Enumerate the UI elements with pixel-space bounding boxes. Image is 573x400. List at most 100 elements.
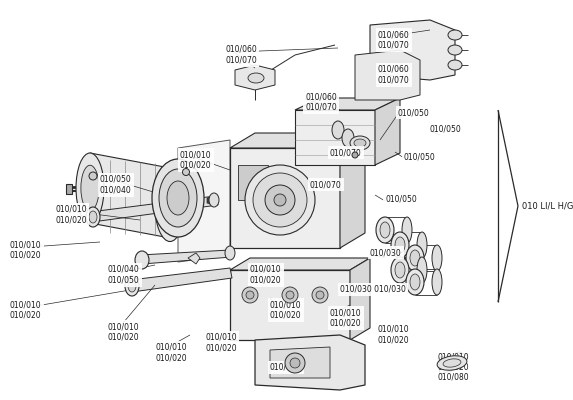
Ellipse shape: [159, 169, 197, 227]
Polygon shape: [295, 98, 400, 110]
Ellipse shape: [432, 269, 442, 295]
Text: 010/050: 010/050: [404, 152, 435, 161]
Ellipse shape: [167, 181, 189, 215]
Ellipse shape: [376, 217, 394, 243]
Ellipse shape: [437, 356, 467, 370]
Polygon shape: [370, 20, 455, 80]
Ellipse shape: [395, 237, 405, 253]
Text: 010/070: 010/070: [330, 148, 362, 157]
Polygon shape: [350, 258, 370, 340]
Ellipse shape: [125, 276, 139, 296]
Text: 010/010
010/020: 010/010 010/020: [180, 150, 211, 170]
Text: 010/030 010/030: 010/030 010/030: [340, 285, 406, 294]
Ellipse shape: [248, 73, 264, 83]
Polygon shape: [355, 50, 420, 100]
Polygon shape: [255, 335, 365, 390]
Polygon shape: [340, 133, 365, 248]
Ellipse shape: [402, 217, 412, 243]
Ellipse shape: [391, 232, 409, 258]
Ellipse shape: [89, 211, 97, 223]
Polygon shape: [178, 140, 230, 262]
Text: 010/070: 010/070: [310, 180, 342, 189]
Ellipse shape: [443, 359, 461, 367]
Ellipse shape: [245, 165, 315, 235]
Circle shape: [286, 291, 294, 299]
Ellipse shape: [342, 129, 354, 147]
Ellipse shape: [406, 269, 424, 295]
Circle shape: [285, 353, 305, 373]
Ellipse shape: [265, 185, 295, 215]
Circle shape: [282, 287, 298, 303]
Ellipse shape: [354, 139, 366, 147]
Ellipse shape: [410, 250, 420, 266]
Ellipse shape: [135, 251, 149, 269]
Text: 010/010: 010/010: [270, 363, 301, 372]
Text: 010/030: 010/030: [370, 248, 402, 257]
Ellipse shape: [81, 165, 99, 211]
Ellipse shape: [417, 232, 427, 258]
Text: 010/010
010/020: 010/010 010/020: [250, 265, 281, 284]
Text: 010/010
010/020: 010/010 010/020: [55, 205, 87, 224]
Circle shape: [246, 291, 254, 299]
Polygon shape: [438, 352, 468, 374]
Text: 010/010
010/020: 010/010 010/020: [330, 308, 362, 327]
Text: 010/010
010/020: 010/010 010/020: [205, 333, 237, 352]
Text: 010/010
010/020: 010/010 010/020: [270, 300, 301, 319]
Text: 010/060
010/070: 010/060 010/070: [305, 92, 337, 111]
Circle shape: [316, 291, 324, 299]
Ellipse shape: [406, 245, 424, 271]
Text: 010/050
010/040: 010/050 010/040: [100, 175, 132, 194]
Polygon shape: [230, 258, 370, 270]
Polygon shape: [130, 268, 232, 292]
Text: 010/010
010/020: 010/010 010/020: [155, 343, 187, 362]
Polygon shape: [188, 253, 200, 264]
Ellipse shape: [152, 159, 204, 237]
Text: 010/060
010/070: 010/060 010/070: [378, 30, 410, 49]
Ellipse shape: [417, 257, 427, 283]
Ellipse shape: [350, 136, 370, 150]
Polygon shape: [140, 250, 232, 264]
Ellipse shape: [391, 257, 409, 283]
Polygon shape: [230, 148, 340, 248]
Text: 010/060
010/070: 010/060 010/070: [225, 45, 257, 64]
Ellipse shape: [380, 222, 390, 238]
Ellipse shape: [448, 60, 462, 70]
Circle shape: [290, 358, 300, 368]
Polygon shape: [375, 98, 400, 165]
Ellipse shape: [225, 246, 235, 260]
Polygon shape: [235, 65, 275, 90]
Text: 010/010
010/020: 010/010 010/020: [108, 322, 140, 341]
Circle shape: [89, 172, 97, 180]
Ellipse shape: [160, 178, 180, 228]
Circle shape: [242, 287, 258, 303]
Text: 010/010
010/020: 010/010 010/020: [378, 325, 410, 344]
Ellipse shape: [410, 274, 420, 290]
Ellipse shape: [209, 193, 219, 207]
Text: 010 LI/L H/GA: 010 LI/L H/GA: [522, 202, 573, 210]
Ellipse shape: [253, 173, 307, 227]
Ellipse shape: [448, 45, 462, 55]
Circle shape: [352, 152, 358, 158]
Ellipse shape: [448, 30, 462, 40]
Polygon shape: [230, 270, 350, 340]
Ellipse shape: [86, 207, 100, 227]
Circle shape: [312, 287, 328, 303]
Polygon shape: [90, 153, 170, 238]
Polygon shape: [90, 196, 218, 222]
Polygon shape: [230, 133, 365, 148]
Text: 010/050: 010/050: [430, 125, 462, 134]
Text: 010/050: 010/050: [398, 108, 430, 117]
Text: 010/060
010/070: 010/060 010/070: [378, 65, 410, 84]
Ellipse shape: [274, 194, 286, 206]
Ellipse shape: [128, 280, 136, 292]
Text: 010/010
010/020: 010/010 010/020: [10, 300, 42, 319]
Circle shape: [182, 168, 190, 176]
Ellipse shape: [155, 164, 186, 242]
Text: 010/040
010/050: 010/040 010/050: [108, 265, 140, 284]
Ellipse shape: [76, 153, 104, 223]
Text: 010/010
010/020
010/080: 010/010 010/020 010/080: [438, 352, 470, 382]
Polygon shape: [270, 347, 330, 378]
Polygon shape: [238, 165, 268, 200]
Text: 010/010
010/020: 010/010 010/020: [10, 240, 42, 260]
Polygon shape: [295, 110, 375, 165]
